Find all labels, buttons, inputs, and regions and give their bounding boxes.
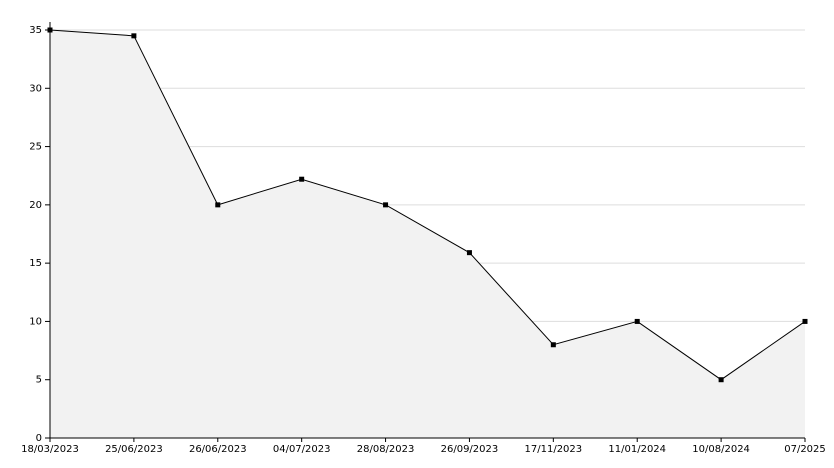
y-tick-label: 30 (29, 83, 42, 94)
y-tick-label: 10 (29, 316, 42, 327)
point (802, 318, 808, 324)
y-tick-label: 15 (29, 258, 42, 269)
x-tick-label: 26/09/2023 (441, 444, 499, 455)
y-tick-label: 25 (29, 142, 42, 153)
x-tick-label: 26/06/2023 (189, 444, 247, 455)
area (50, 30, 805, 438)
point (466, 250, 472, 256)
point (299, 176, 305, 182)
x-tick-label: 28/08/2023 (357, 444, 415, 455)
point (383, 202, 389, 208)
point (718, 377, 724, 383)
x-tick-label: 17/11/2023 (525, 444, 583, 455)
point (550, 342, 556, 348)
x-tick-label: 11/01/2024 (608, 444, 666, 455)
y-tick-label: 5 (36, 375, 42, 386)
point (634, 318, 640, 324)
x-tick-label: 10/08/2024 (692, 444, 750, 455)
x-tick-label: 25/06/2023 (105, 444, 163, 455)
point (215, 202, 221, 208)
y-tick-label: 35 (29, 25, 42, 36)
y-tick-label: 20 (29, 200, 42, 211)
x-tick-label: 18/03/2023 (21, 444, 79, 455)
point (131, 33, 137, 39)
x-tick-label: 07/2025 (784, 444, 826, 455)
line (49, 29, 806, 381)
x-tick-label: 04/07/2023 (273, 444, 331, 455)
y-tick-label: 0 (36, 433, 42, 444)
